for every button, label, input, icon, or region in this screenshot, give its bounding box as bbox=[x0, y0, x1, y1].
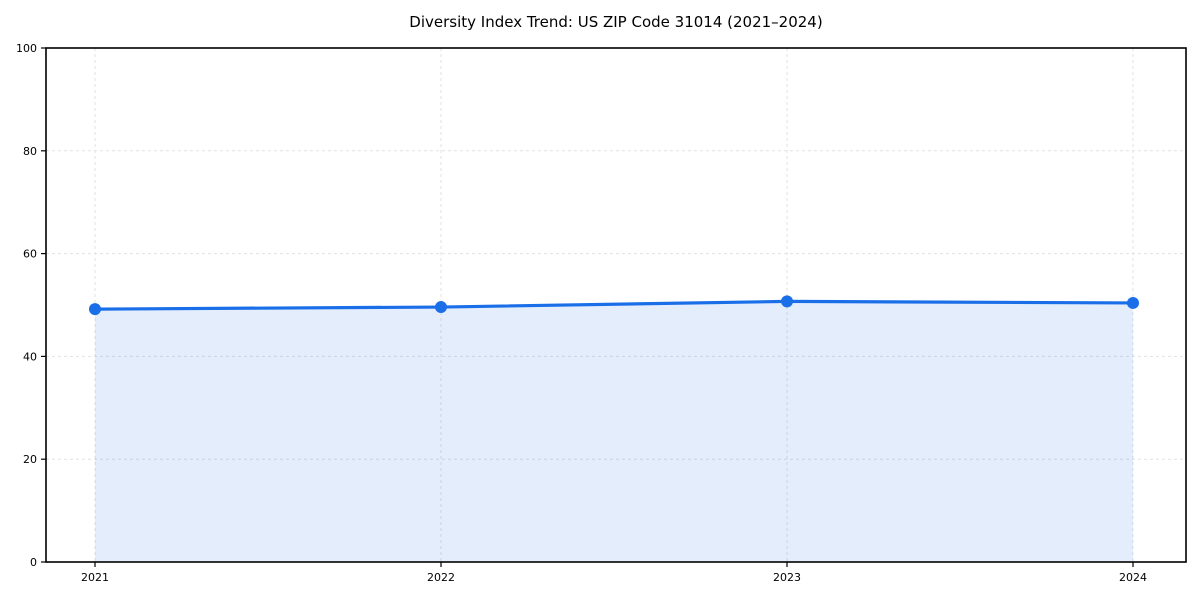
x-tick-label: 2021 bbox=[81, 571, 109, 584]
y-tick-label: 100 bbox=[16, 42, 37, 55]
trend-line bbox=[93, 299, 1135, 311]
area-fill bbox=[95, 301, 1133, 562]
y-tick-label: 80 bbox=[23, 145, 37, 158]
x-tick-label: 2023 bbox=[773, 571, 801, 584]
data-point-2023 bbox=[781, 295, 793, 308]
data-point-2024 bbox=[1127, 296, 1139, 309]
y-tick-label: 60 bbox=[23, 248, 37, 261]
y-tick-label: 0 bbox=[30, 556, 37, 569]
plot-border bbox=[45, 47, 1187, 563]
data-point-2021 bbox=[89, 303, 101, 316]
x-tick-label: 2022 bbox=[427, 571, 455, 584]
x-tick-label: 2024 bbox=[1119, 571, 1147, 584]
data-point-2022 bbox=[435, 301, 447, 314]
chart-title: Diversity Index Trend: US ZIP Code 31014… bbox=[409, 13, 823, 31]
y-tick-label: 20 bbox=[23, 453, 37, 466]
y-tick-label: 40 bbox=[23, 350, 37, 363]
